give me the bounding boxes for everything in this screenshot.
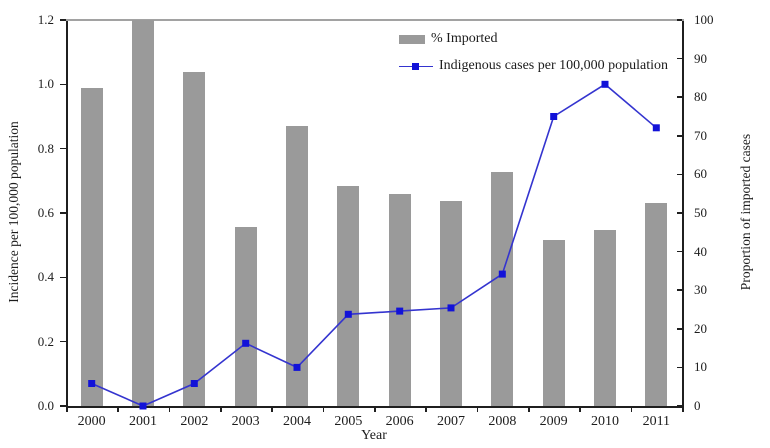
- plot-top-frame-line: [66, 19, 684, 21]
- left-axis-tick-label: 0.0: [37, 398, 54, 413]
- bar-series-swatch-icon: [399, 34, 425, 44]
- left-axis-title: Incidence per 100,000 population: [6, 121, 21, 303]
- left-axis-tick-label: 1.2: [37, 12, 54, 27]
- right-axis-tick-label: 90: [694, 50, 707, 66]
- x-axis-tick: [271, 406, 273, 412]
- right-axis-tick-label: 70: [694, 127, 707, 143]
- bar-2000: [80, 87, 103, 406]
- right-axis-title: Proportion of imported cases: [738, 133, 753, 291]
- left-axis-tick-label: 0.8: [37, 140, 54, 156]
- bar-2007: [440, 201, 462, 406]
- left-axis-tick: [60, 212, 66, 214]
- bar-2008: [491, 172, 514, 406]
- x-tick-label-2001: 2001: [129, 414, 157, 429]
- x-tick-label-2005: 2005: [334, 414, 363, 429]
- line-marker-2011: [652, 124, 660, 132]
- right-axis-tick-label: 40: [694, 243, 707, 259]
- x-axis-tick: [528, 406, 530, 412]
- x-axis-tick: [374, 406, 376, 412]
- right-axis-tick: [677, 173, 682, 176]
- right-axis-tick: [677, 289, 682, 291]
- x-axis-tick: [66, 406, 68, 412]
- x-tick-label-2002: 2002: [180, 414, 209, 429]
- x-tick-label-2011: 2011: [642, 414, 671, 429]
- right-axis-tick-label: 60: [694, 166, 707, 182]
- x-tick-label-2009: 2009: [539, 414, 568, 429]
- right-axis-tick: [677, 96, 682, 98]
- x-tick-label-2000: 2000: [77, 414, 106, 429]
- left-y-axis-line: [66, 20, 68, 406]
- bar-2001: [132, 20, 154, 406]
- indigenous-cases-line: [91, 83, 657, 407]
- bar-2002: [183, 72, 206, 406]
- right-axis-tick-label: 80: [694, 89, 707, 105]
- bar-2009: [542, 240, 565, 406]
- right-axis-tick: [677, 405, 682, 407]
- x-axis-tick: [630, 406, 633, 412]
- x-axis-tick: [322, 406, 325, 412]
- right-axis-tick-label: 0: [694, 398, 701, 413]
- right-axis-tick: [677, 250, 682, 253]
- bar-2010: [594, 230, 616, 406]
- bar-2011: [645, 203, 668, 406]
- right-axis-tick-label: 20: [694, 320, 707, 336]
- x-axis-tick: [168, 406, 171, 412]
- right-axis-tick-label: 100: [694, 12, 714, 27]
- bar-2005: [337, 185, 360, 406]
- legend-entry-indigenous: Indigenous cases per 100,000 population: [399, 58, 668, 74]
- bar-2006: [388, 193, 411, 406]
- x-tick-label-2008: 2008: [488, 414, 517, 429]
- x-axis-title: Year: [361, 428, 387, 443]
- x-tick-label-2004: 2004: [283, 414, 311, 429]
- left-axis-tick: [60, 83, 66, 86]
- right-axis-tick-label: 30: [694, 282, 707, 298]
- left-axis-tick-label: 1.0: [37, 76, 54, 92]
- legend: % Imported Indigenous cases per 100,000 …: [399, 31, 668, 74]
- left-axis-tick: [60, 405, 66, 407]
- x-axis-tick: [117, 406, 119, 412]
- right-axis-tick: [677, 366, 682, 369]
- legend-label-imported: % Imported: [431, 31, 498, 46]
- x-axis-tick: [220, 406, 222, 412]
- left-axis-tick: [60, 19, 66, 21]
- x-axis-tick: [579, 406, 581, 412]
- x-axis-tick: [682, 406, 684, 412]
- bar-2004: [286, 126, 308, 406]
- x-tick-label-2006: 2006: [385, 414, 414, 429]
- left-axis-tick-label: 0.2: [37, 333, 54, 349]
- line-series-swatch-icon: [399, 62, 433, 71]
- right-axis-tick-label: 50: [694, 205, 707, 220]
- right-axis-tick: [677, 57, 682, 60]
- right-axis-tick: [677, 135, 682, 137]
- left-axis-tick: [60, 340, 66, 343]
- left-axis-tick-label: 0.4: [37, 269, 54, 285]
- left-axis-tick: [60, 276, 66, 279]
- right-axis-tick: [677, 328, 682, 330]
- x-tick-label-2003: 2003: [231, 414, 260, 429]
- x-axis-tick: [476, 406, 479, 412]
- line-marker-2010: [601, 80, 609, 88]
- right-axis-tick: [677, 19, 682, 21]
- x-axis-tick: [425, 406, 427, 412]
- right-axis-tick: [677, 212, 682, 214]
- x-tick-label-2010: 2010: [591, 414, 619, 429]
- legend-label-indigenous: Indigenous cases per 100,000 population: [439, 58, 669, 73]
- left-axis-tick: [60, 147, 66, 150]
- left-axis-tick-label: 0.6: [37, 205, 54, 220]
- x-tick-label-2007: 2007: [437, 414, 465, 429]
- bar-2003: [234, 226, 257, 406]
- right-axis-tick-label: 10: [694, 359, 707, 375]
- line-marker-2009: [550, 113, 558, 120]
- legend-entry-imported: % Imported: [399, 31, 668, 47]
- right-y-axis-line: [682, 20, 684, 406]
